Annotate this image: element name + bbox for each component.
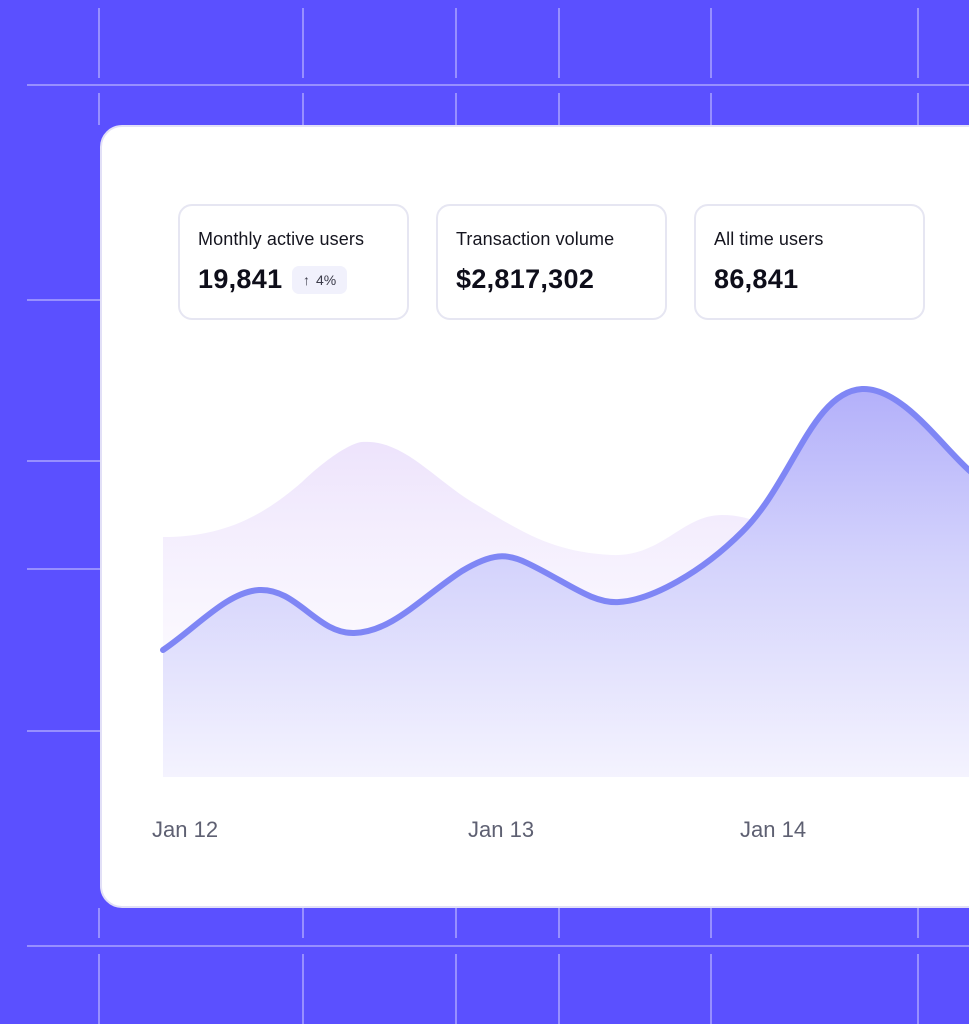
grid-line-horizontal (27, 299, 100, 301)
stat-label: All time users (714, 229, 824, 249)
primary-area (163, 388, 969, 777)
grid-line-vertical (98, 93, 100, 125)
grid-line-vertical (710, 954, 712, 1024)
grid-line-vertical (455, 8, 457, 78)
grid-line-horizontal (27, 460, 100, 462)
grid-line-vertical (917, 908, 919, 938)
primary-line (160, 385, 969, 653)
stat-value: 86,841 (714, 264, 799, 294)
grid-line-horizontal (27, 730, 100, 732)
x-axis-label: Jan 14 (740, 817, 807, 842)
stat-label: Transaction volume (456, 229, 615, 249)
grid-line-vertical (455, 93, 457, 125)
grid-line-vertical (710, 93, 712, 125)
area-chart (160, 385, 969, 777)
grid-line-vertical (917, 8, 919, 78)
grid-line-vertical (302, 908, 304, 938)
change-percent: 4% (316, 272, 337, 288)
grid-line-vertical (917, 954, 919, 1024)
grid-line-vertical (302, 954, 304, 1024)
grid-line-horizontal (27, 84, 969, 86)
stat-label: Monthly active users (198, 229, 365, 249)
change-badge: ↑ 4% (292, 266, 348, 294)
stat-value: $2,817,302 (456, 264, 595, 294)
grid-line-vertical (558, 8, 560, 78)
grid-line-horizontal (27, 945, 969, 947)
stat-value: 19,841 (198, 264, 283, 294)
grid-line-vertical (302, 8, 304, 78)
stat-card-all-time-users[interactable]: All time users 86,841 (694, 204, 925, 320)
x-axis-label: Jan 13 (468, 817, 535, 842)
grid-line-vertical (455, 954, 457, 1024)
arrow-up-icon: ↑ (303, 272, 310, 288)
grid-line-vertical (558, 954, 560, 1024)
grid-line-vertical (302, 93, 304, 125)
grid-line-vertical (98, 8, 100, 78)
grid-line-vertical (558, 908, 560, 938)
grid-line-vertical (710, 908, 712, 938)
stat-card-monthly-active-users[interactable]: Monthly active users 19,841 ↑ 4% (178, 204, 409, 320)
stat-card-transaction-volume[interactable]: Transaction volume $2,817,302 (436, 204, 667, 320)
grid-line-vertical (98, 908, 100, 938)
grid-line-vertical (558, 93, 560, 125)
grid-line-vertical (917, 93, 919, 125)
x-axis-label: Jan 12 (152, 817, 219, 842)
grid-line-vertical (710, 8, 712, 78)
grid-line-horizontal (27, 568, 100, 570)
grid-line-vertical (98, 954, 100, 1024)
dashboard-card: Monthly active users 19,841 ↑ 4% Transac… (100, 125, 969, 908)
grid-line-vertical (455, 908, 457, 938)
